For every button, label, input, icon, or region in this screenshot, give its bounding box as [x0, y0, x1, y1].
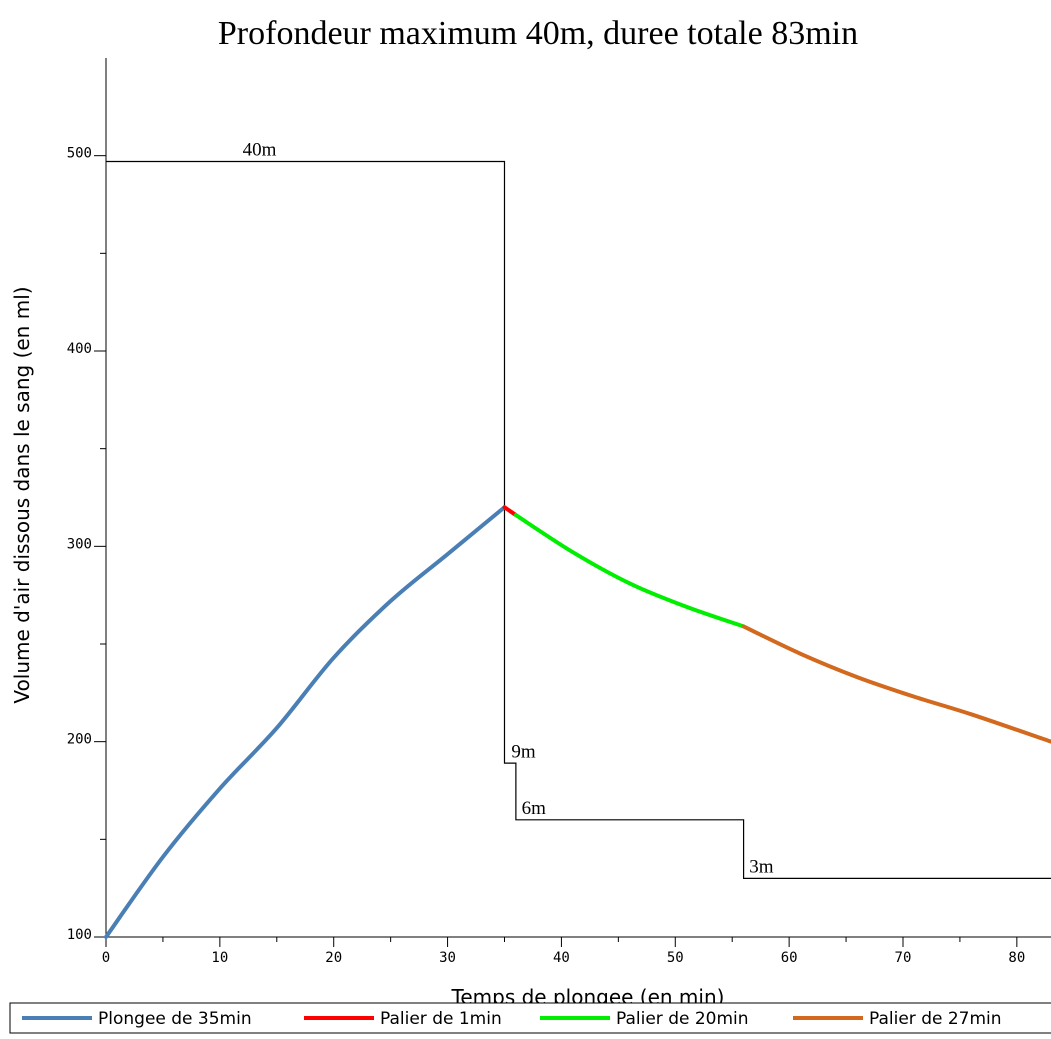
chart-title: Profondeur maximum 40m, duree totale 83m… [218, 15, 858, 52]
x-tick-label: 60 [781, 950, 798, 966]
y-tick-label: 500 [67, 146, 92, 162]
depth-annotations: 40m 9m 6m 3m [243, 140, 774, 878]
y-tick-label: 400 [67, 341, 92, 357]
x-tick-label: 30 [439, 950, 456, 966]
series-line-4 [741, 624, 1051, 744]
y-axis-label: Volume d'air dissous dans le sang (en ml… [10, 286, 34, 703]
x-tick-label: 20 [325, 950, 342, 966]
y-tick-label: 300 [67, 536, 92, 552]
depth-annotation: 3m [749, 857, 774, 878]
x-tick-label: 0 [102, 950, 110, 966]
depth-profile [106, 160, 1051, 880]
y-ticks: 100 200 300 400 500 [67, 146, 106, 943]
depth-annotation: 6m [522, 798, 547, 819]
legend: Plongee de 35min Palier de 1min Palier de … [9, 1002, 1051, 1034]
y-tick-label: 100 [67, 927, 92, 943]
series-line-3 [513, 513, 746, 629]
x-tick-label: 80 [1008, 950, 1025, 966]
depth-annotation: 9m [511, 741, 536, 762]
x-tick-label: 40 [553, 950, 570, 966]
legend-label: Palier de 27min [869, 1009, 1002, 1029]
x-tick-label: 70 [895, 950, 912, 966]
series-lines [104, 505, 1051, 939]
x-tick-label: 10 [211, 950, 228, 966]
y-tick-label: 200 [67, 732, 92, 748]
series-line-1 [104, 505, 507, 939]
x-ticks: 0 10 20 30 40 50 60 70 80 [102, 937, 1025, 966]
legend-items: Plongee de 35min Palier de 1min Palier de … [22, 1009, 1002, 1029]
legend-label: Plongee de 35min [98, 1009, 252, 1029]
plot-area: 100 200 300 400 500 0 10 20 30 40 50 60 70 80 40m 9m 6… [67, 58, 1051, 966]
depth-annotation: 40m [243, 140, 277, 161]
series-line-2 [502, 505, 518, 518]
legend-box [9, 1002, 1051, 1034]
x-tick-label: 50 [667, 950, 684, 966]
depth-profile-line [106, 160, 1051, 880]
legend-label: Palier de 20min [616, 1009, 749, 1029]
legend-label: Palier de 1min [380, 1009, 502, 1029]
